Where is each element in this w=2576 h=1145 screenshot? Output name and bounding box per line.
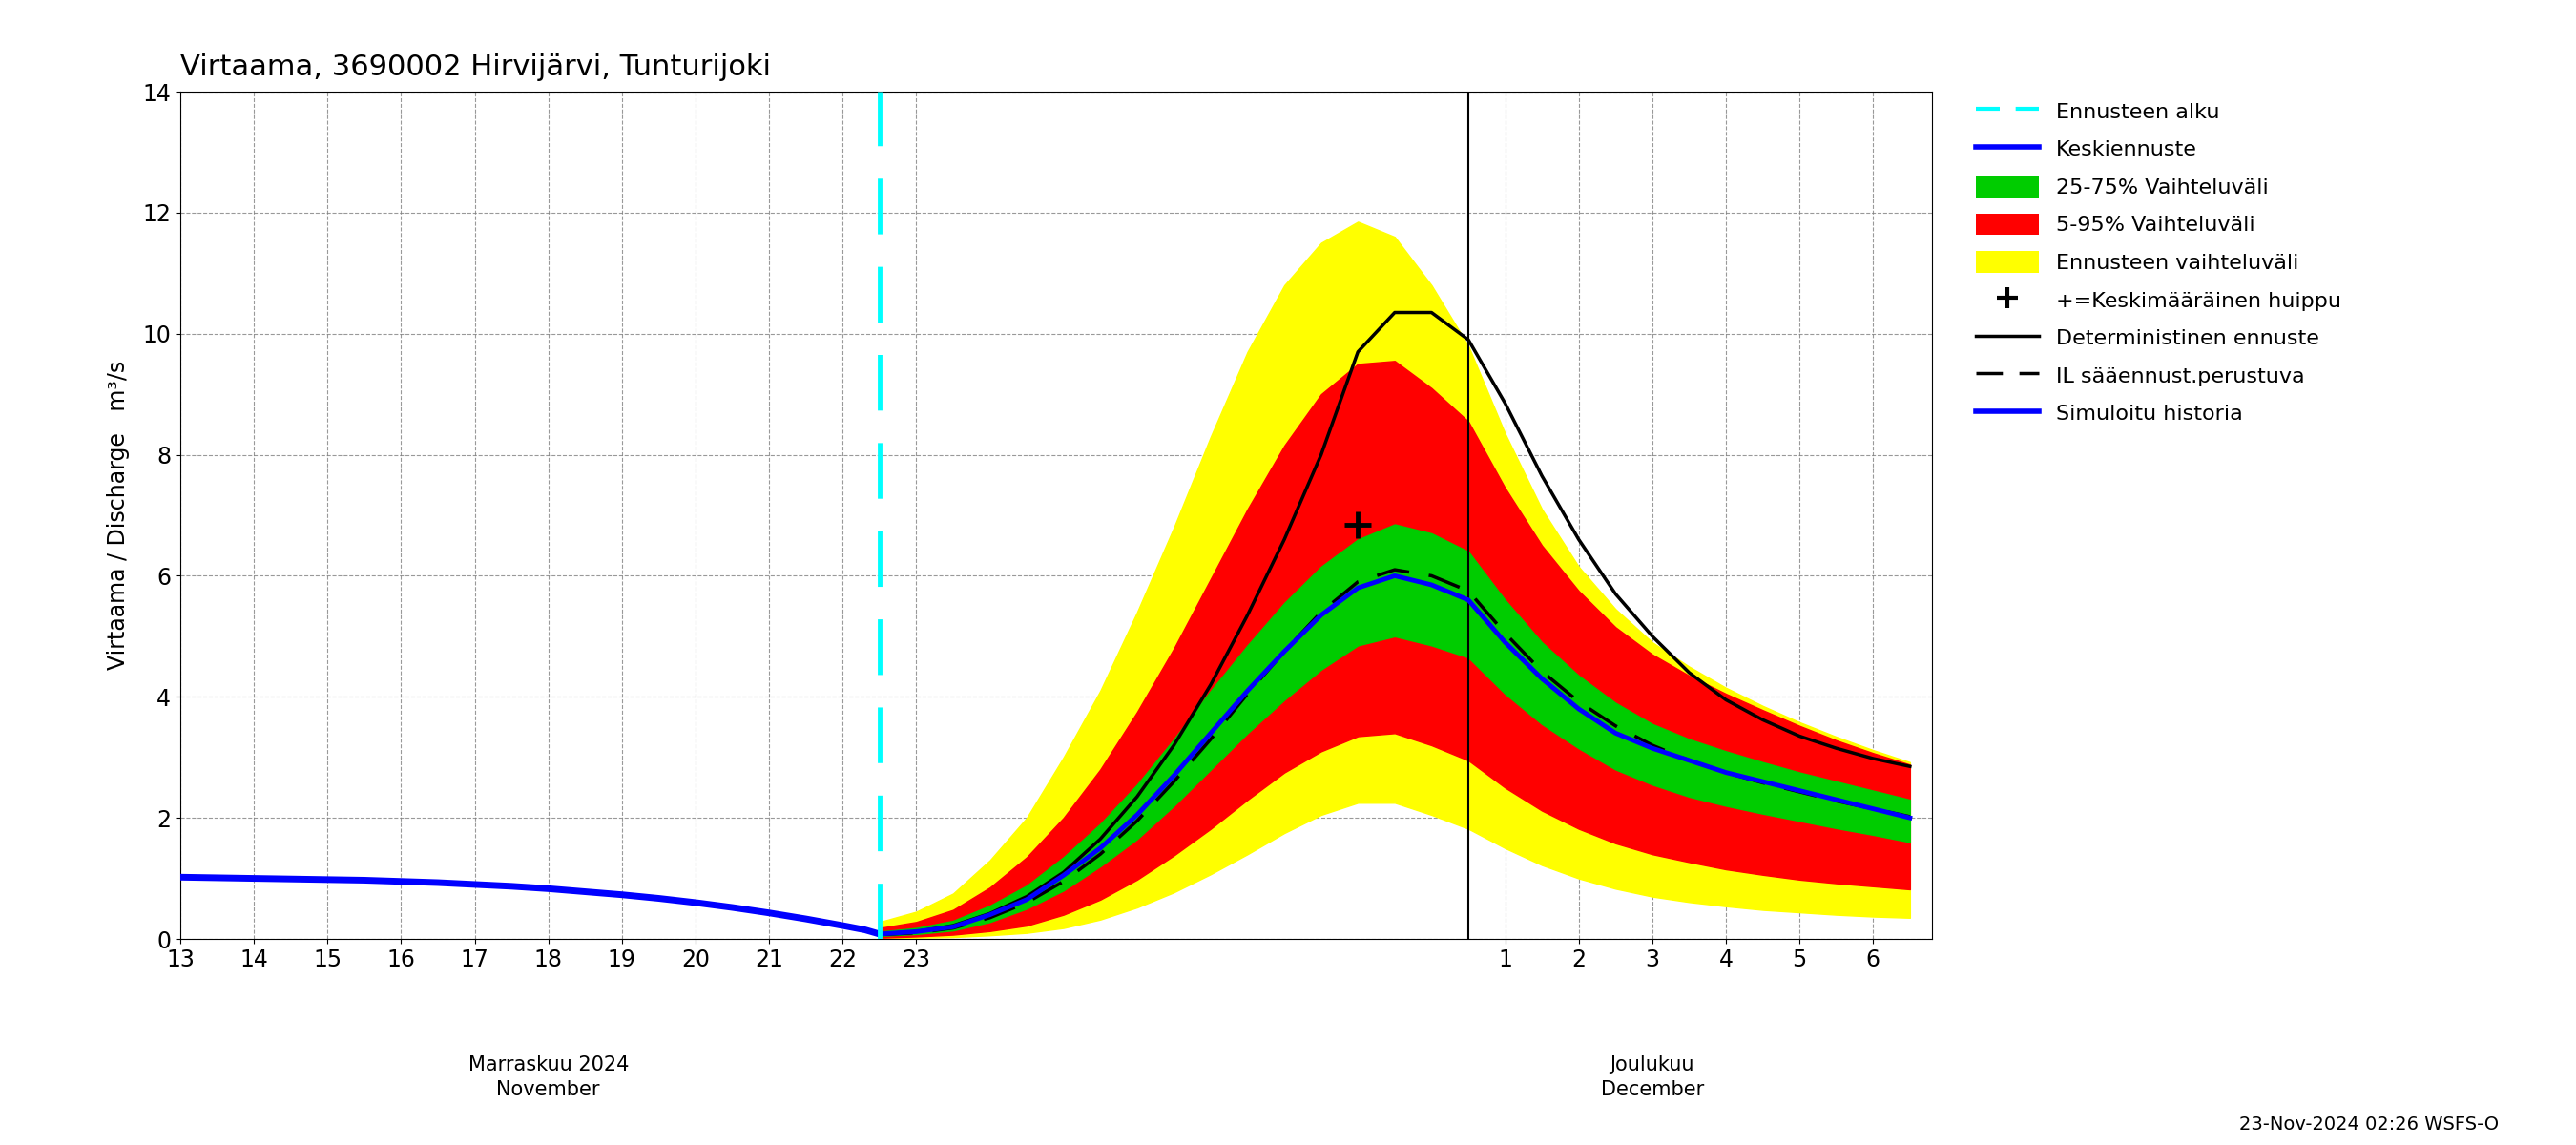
Text: Joulukuu
December: Joulukuu December	[1600, 1055, 1703, 1099]
Text: 23-Nov-2024 02:26 WSFS-O: 23-Nov-2024 02:26 WSFS-O	[2239, 1115, 2499, 1134]
Text: Virtaama, 3690002 Hirvijärvi, Tunturijoki: Virtaama, 3690002 Hirvijärvi, Tunturijok…	[180, 54, 770, 81]
Text: Marraskuu 2024
November: Marraskuu 2024 November	[469, 1055, 629, 1099]
Legend: Ennusteen alku, Keskiennuste, 25-75% Vaihteluväli, 5-95% Vaihteluväli, Ennusteen: Ennusteen alku, Keskiennuste, 25-75% Vai…	[1968, 92, 2349, 433]
Y-axis label: Virtaama / Discharge   m³/s: Virtaama / Discharge m³/s	[106, 361, 129, 670]
